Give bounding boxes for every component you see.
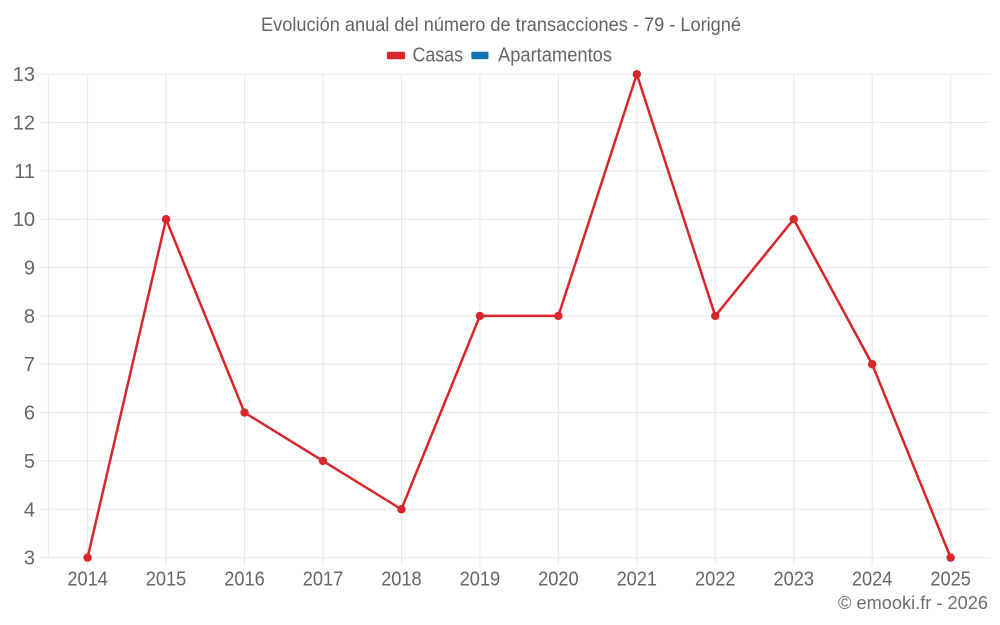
svg-text:2025: 2025 xyxy=(930,569,971,591)
svg-text:Apartamentos: Apartamentos xyxy=(498,45,612,67)
svg-text:2018: 2018 xyxy=(381,569,422,591)
svg-text:8: 8 xyxy=(24,306,35,328)
svg-text:2020: 2020 xyxy=(538,569,579,591)
svg-text:2017: 2017 xyxy=(303,569,344,591)
svg-text:2023: 2023 xyxy=(773,569,814,591)
svg-text:Evolución anual del número de: Evolución anual del número de transaccio… xyxy=(261,14,741,36)
svg-text:2019: 2019 xyxy=(460,569,501,591)
svg-text:2014: 2014 xyxy=(67,569,108,591)
svg-text:9: 9 xyxy=(24,258,35,280)
svg-text:3: 3 xyxy=(24,548,35,570)
svg-text:2016: 2016 xyxy=(224,569,265,591)
svg-text:4: 4 xyxy=(24,499,35,521)
svg-text:6: 6 xyxy=(24,403,35,425)
svg-text:2021: 2021 xyxy=(617,569,658,591)
svg-text:11: 11 xyxy=(14,161,35,183)
svg-text:2024: 2024 xyxy=(852,569,893,591)
svg-text:12: 12 xyxy=(13,113,35,135)
svg-text:2022: 2022 xyxy=(695,569,736,591)
svg-text:© emooki.fr - 2026: © emooki.fr - 2026 xyxy=(838,592,988,613)
svg-text:10: 10 xyxy=(13,209,35,231)
svg-text:5: 5 xyxy=(24,451,35,473)
svg-text:2015: 2015 xyxy=(146,569,187,591)
svg-text:7: 7 xyxy=(24,354,35,376)
svg-text:13: 13 xyxy=(13,64,35,86)
svg-text:Casas: Casas xyxy=(413,45,464,67)
